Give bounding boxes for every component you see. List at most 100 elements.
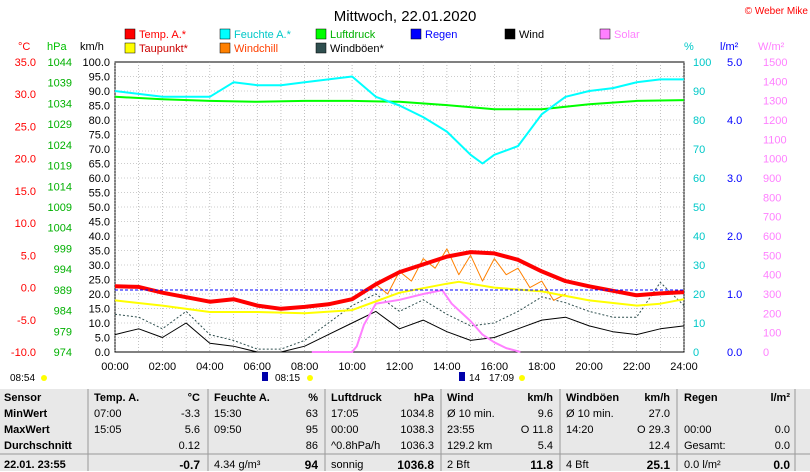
table-cell: ^0.8hPa/h	[331, 440, 381, 452]
y-tick-label: 0	[693, 347, 699, 359]
y-tick-label: 15.0	[89, 304, 110, 316]
table-cell: Gesamt:	[684, 440, 726, 452]
table-cell: 12.4	[648, 440, 670, 452]
table-cell: °C	[187, 392, 200, 404]
table-cell: Wind	[447, 392, 474, 404]
y-tick-label: 25.0	[89, 275, 110, 287]
y-tick-label: 50.0	[89, 202, 110, 214]
y-tick-label: 15.0	[15, 186, 36, 198]
x-axis: 00:00 02:00 04:00 06:00 08:00 10:00 12:00 14:00…	[101, 361, 698, 373]
table-cell: 15:05	[94, 424, 122, 436]
x-tick-label: 22:00	[623, 361, 651, 373]
table-cell: Durchschnitt	[4, 440, 72, 452]
table-cell: sonnig	[331, 459, 364, 471]
series-line-luftdruck	[114, 95, 685, 111]
y-tick-label: 100	[763, 328, 781, 340]
x-tick-label: 14:00	[433, 361, 461, 373]
y-tick-label: 1300	[763, 96, 787, 108]
table-cell: 22.01. 23:55	[4, 459, 66, 471]
unit-temp: °C	[18, 41, 30, 53]
table-cell: 07:00	[94, 408, 122, 420]
table-cell: Regen	[684, 392, 718, 404]
y-tick-label: 30	[693, 260, 705, 272]
y-axes: 35.0 30.0 25.0 20.0 15.0 10.0 5.0 0.0 -5.0 -10.0 1…	[11, 57, 788, 359]
legend-label: Temp. A.*	[139, 29, 187, 41]
axis-units: °C hPa km/h % l/m² W/m²	[18, 41, 785, 53]
y-tick-label: 984	[54, 306, 72, 318]
table-cell: Ø 10 min.	[566, 408, 614, 420]
y-tick-label: 50	[693, 202, 705, 214]
y-tick-label: 800	[763, 192, 781, 204]
y-tick-label: 1019	[48, 161, 72, 173]
weather-chart: Mittwoch, 22.01.2020 © Weber Mike Temp. …	[10, 6, 809, 384]
table-cell: Sensor	[4, 392, 42, 404]
legend-swatch	[410, 28, 422, 40]
legend-label: Taupunkt*	[139, 43, 189, 55]
unit-lm2: l/m²	[720, 41, 739, 53]
table-cell: 5.6	[184, 424, 200, 436]
y-tick-label: 974	[54, 347, 72, 359]
y-tick-label: 3.0	[727, 173, 742, 185]
y-tick-label: 40.0	[89, 231, 110, 243]
x-tick-label: 20:00	[575, 361, 603, 373]
table-cell: 5.4	[537, 440, 553, 452]
y-tick-label: 900	[763, 173, 781, 185]
y-tick-label: 1000	[763, 154, 787, 166]
x-tick-label: 02:00	[149, 361, 177, 373]
x-tick-label: 06:00	[243, 361, 271, 373]
sun-icon	[519, 375, 525, 381]
legend-label: Windchill	[234, 43, 278, 55]
series-line-temp-a	[114, 250, 685, 311]
table-cell: 23:55	[447, 424, 475, 436]
y-tick-label: 20.0	[89, 289, 110, 301]
y-tick-label: 1500	[763, 57, 787, 69]
table-cell: hPa	[413, 392, 434, 404]
table-cell: %	[308, 392, 318, 404]
table-cell: 0.0	[774, 440, 790, 452]
y-tick-label: 90.0	[89, 86, 110, 98]
y-tick-label: 200	[763, 308, 781, 320]
y-tick-label: 1100	[763, 134, 787, 146]
sunset-time-label: 17:09	[489, 373, 514, 384]
table-cell: -0.7	[179, 458, 200, 472]
legend-swatch	[504, 28, 516, 40]
legend-swatch	[219, 42, 231, 54]
y-tick-label: 20.0	[15, 154, 36, 166]
y-tick-label: 60	[693, 173, 705, 185]
y-tick-label: 25.0	[15, 121, 36, 133]
y-tick-label: 1014	[48, 181, 72, 193]
table-cell: Ø 10 min.	[447, 408, 495, 420]
x-tick-label: 18:00	[528, 361, 556, 373]
table-cell: 129.2 km	[447, 440, 493, 452]
table-cell: 9.6	[537, 408, 553, 420]
x-tick-label: 08:00	[291, 361, 319, 373]
table-cell: 14:20	[566, 424, 594, 436]
y-tick-label: 60.0	[89, 173, 110, 185]
x-tick-label: 04:00	[196, 361, 224, 373]
y-tick-label: 0.0	[21, 283, 36, 295]
table-cell: 00:00	[331, 424, 359, 436]
y-tick-label: 20	[693, 289, 705, 301]
series-line-wind	[114, 310, 685, 353]
table-cell: -3.3	[181, 408, 200, 420]
y-tick-label: 45.0	[89, 217, 110, 229]
copyright-label: © Weber Mike	[745, 6, 809, 17]
y-tick-label: 979	[54, 326, 72, 338]
unit-kmh: km/h	[80, 41, 104, 53]
table-cell: 15:30	[214, 408, 242, 420]
y-tick-label: 1009	[48, 202, 72, 214]
table-cell: 63	[305, 408, 318, 420]
y-tick-label: 989	[54, 285, 72, 297]
moon-icon	[459, 372, 465, 381]
y-tick-label: 1029	[48, 119, 72, 131]
x-tick-label: 16:00	[481, 361, 509, 373]
sunrise-left-label: 08:54	[10, 373, 35, 384]
legend-label: Luftdruck	[330, 29, 376, 41]
table-cell: 1038.3	[400, 424, 434, 436]
sun-icon	[41, 375, 47, 381]
legend-swatch	[315, 42, 327, 54]
y-tick-label: 30.0	[89, 260, 110, 272]
y-tick-label: 5.0	[21, 250, 36, 262]
y-tick-label: 80	[693, 115, 705, 127]
